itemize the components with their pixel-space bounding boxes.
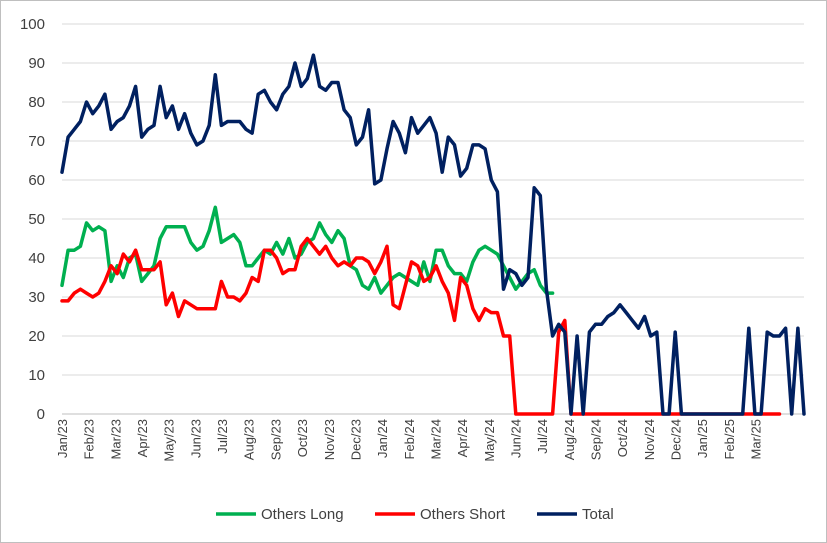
x-tick-label: May/24	[482, 419, 497, 462]
x-tick-label: Mar/25	[749, 419, 764, 459]
x-tick-label: Aug/24	[562, 419, 577, 460]
x-tick-label: Sep/23	[268, 419, 283, 460]
y-tick-label: 30	[28, 289, 45, 306]
y-tick-label: 60	[28, 172, 45, 189]
x-tick-label: Feb/23	[82, 419, 97, 459]
x-tick-label: Apr/23	[135, 419, 150, 457]
legend-label-others-short: Others Short	[420, 506, 506, 523]
x-tick-label: Mar/23	[108, 419, 123, 459]
y-tick-label: 70	[28, 133, 45, 150]
x-tick-label: Jan/24	[375, 419, 390, 458]
x-tick-label: Nov/24	[642, 419, 657, 460]
y-tick-label: 10	[28, 367, 45, 384]
x-tick-label: Jan/23	[55, 419, 70, 458]
y-tick-label: 80	[28, 94, 45, 111]
y-tick-label: 40	[28, 250, 45, 267]
x-axis: Jan/23 Feb/23 Mar/23 Apr/23 May/23 Jun/23 Jul/…	[55, 413, 804, 462]
x-tick-label: Jan/25	[695, 419, 710, 458]
x-tick-label: Nov/23	[322, 419, 337, 460]
x-tick-label: Dec/24	[669, 419, 684, 460]
gridlines	[62, 23, 804, 415]
y-tick-label: 20	[28, 328, 45, 345]
x-tick-label: Mar/24	[428, 419, 443, 459]
x-tick-label: Oct/23	[295, 419, 310, 457]
series-line-total	[60, 53, 806, 416]
legend-label-total: Total	[582, 506, 614, 523]
legend: Others Long Others Short Total	[216, 506, 614, 523]
series-lines	[60, 53, 806, 416]
series-line-others-long	[60, 205, 555, 295]
x-tick-label: Feb/25	[722, 419, 737, 459]
y-tick-label: 100	[20, 16, 45, 33]
x-tick-label: May/23	[162, 419, 177, 462]
x-tick-label: Apr/24	[455, 419, 470, 457]
y-tick-label: 90	[28, 55, 45, 72]
legend-label-others-long: Others Long	[261, 506, 344, 523]
x-tick-label: Jul/24	[535, 419, 550, 454]
y-tick-label: 0	[37, 406, 45, 423]
series-line-others-short	[60, 236, 782, 416]
x-tick-label: Jun/23	[188, 419, 203, 458]
y-axis: 0 10 20 30 40 50 60 70 80 90 100	[20, 16, 45, 423]
x-tick-label: Dec/23	[348, 419, 363, 460]
y-tick-label: 50	[28, 211, 45, 228]
x-tick-label: Feb/24	[402, 419, 417, 459]
x-tick-label: Jul/23	[215, 419, 230, 454]
x-tick-label: Sep/24	[589, 419, 604, 460]
x-tick-label: Aug/23	[242, 419, 257, 460]
x-tick-label: Jun/24	[508, 419, 523, 458]
x-tick-label: Oct/24	[615, 419, 630, 457]
